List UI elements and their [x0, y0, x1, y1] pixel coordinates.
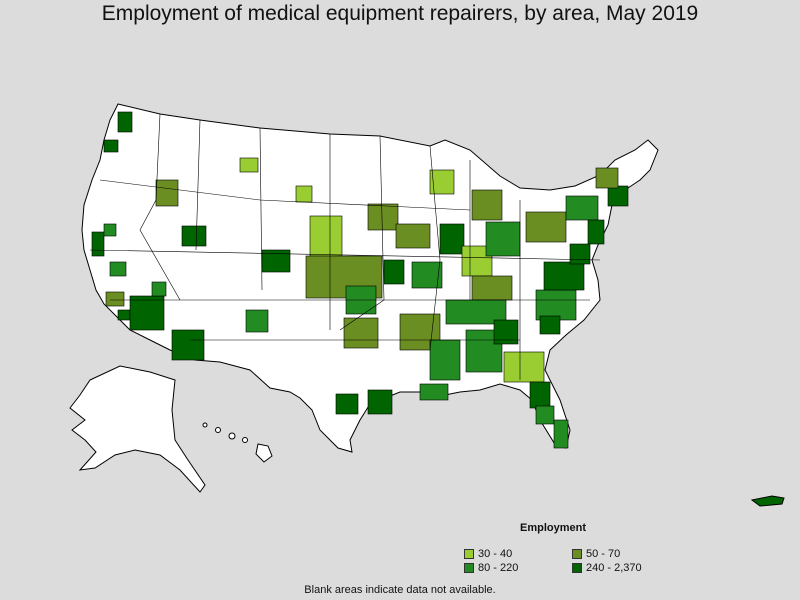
legend-item-30-40: 30 - 40	[464, 548, 512, 560]
area-tampa	[535, 405, 555, 425]
area-virginia	[543, 261, 585, 291]
legend-label: 80 - 220	[478, 562, 519, 574]
hawaii-islands	[202, 422, 273, 463]
area-carolinas	[535, 289, 577, 321]
area-charlotte	[539, 315, 561, 335]
legend-item-80-220: 80 - 220	[464, 562, 518, 574]
area-michigan	[471, 189, 503, 221]
area-los-angeles	[105, 291, 125, 307]
area-nebraska	[309, 215, 343, 257]
area-las-vegas	[151, 281, 167, 297]
area-pennsylvania	[525, 211, 567, 243]
area-montana	[239, 157, 259, 173]
area-kentucky	[471, 275, 513, 301]
area-denver	[261, 249, 291, 273]
legend-swatch	[464, 563, 474, 573]
area-phoenix	[129, 295, 165, 331]
legend-label: 50 - 70	[586, 548, 621, 560]
area-austin	[335, 393, 359, 415]
area-bay-area	[91, 231, 105, 257]
legend-label: 240 - 2,370	[586, 562, 642, 574]
footnote: Blank areas indicate data not available.	[304, 584, 496, 596]
area-new-york	[565, 195, 599, 221]
area-san-diego	[117, 309, 131, 321]
area-florida-north	[529, 381, 551, 409]
legend-item-240-2370: 240 - 2,370	[572, 562, 642, 574]
area-dc	[569, 243, 591, 265]
legend-swatch	[464, 549, 474, 559]
area-miami	[553, 419, 569, 449]
area-houston	[367, 389, 393, 415]
legend-swatch	[572, 563, 582, 573]
legend-label: 30 - 40	[478, 548, 513, 560]
employment-areas	[91, 111, 629, 449]
area-portland	[103, 139, 119, 153]
area-boston	[607, 185, 629, 207]
legend-item-50-70: 50 - 70	[572, 548, 620, 560]
area-st-louis	[411, 261, 443, 289]
legend-title: Employment	[520, 522, 587, 534]
state-borders	[89, 113, 601, 380]
alaska-landmass	[69, 365, 206, 493]
area-nyc	[587, 219, 605, 245]
legend-swatch	[572, 549, 582, 559]
area-boise	[155, 179, 179, 207]
area-atlanta	[493, 319, 519, 345]
area-sacramento	[103, 223, 117, 237]
puerto-rico-landmass	[750, 495, 785, 507]
area-wyoming	[295, 185, 313, 203]
area-georgia	[503, 351, 545, 383]
area-albuquerque	[245, 309, 269, 333]
map-title: Employment of medical equipment repairer…	[101, 2, 699, 25]
area-seattle	[117, 111, 133, 133]
area-indiana	[461, 245, 493, 277]
area-minneapolis	[367, 203, 399, 231]
area-central-valley	[109, 261, 127, 277]
area-iowa	[395, 223, 431, 249]
area-salt-lake	[181, 225, 207, 247]
area-louisiana	[419, 383, 449, 401]
area-chicago	[439, 223, 465, 255]
area-new-england	[595, 167, 619, 189]
area-ohio	[485, 221, 521, 257]
area-tucson	[171, 329, 205, 361]
area-dallas	[343, 317, 379, 349]
area-mississippi	[429, 339, 461, 381]
area-kansas-city	[383, 259, 405, 285]
